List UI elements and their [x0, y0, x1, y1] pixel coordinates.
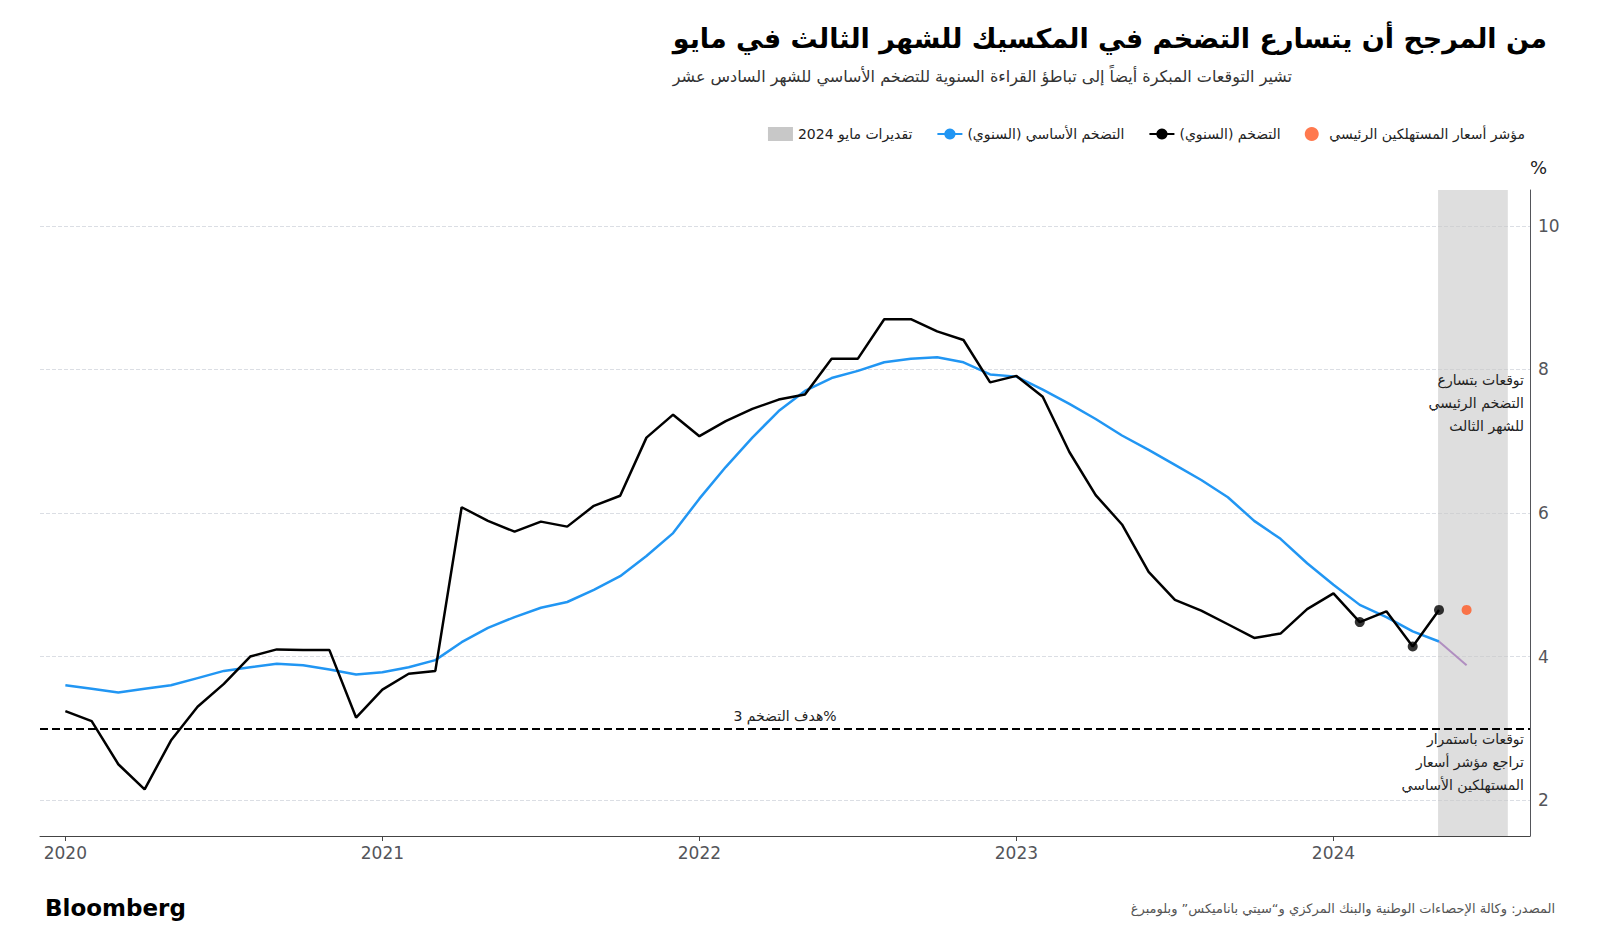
svg-text:تقديرات مايو 2024: تقديرات مايو 2024: [798, 126, 913, 143]
svg-text:2020: 2020: [44, 843, 87, 863]
svg-text:2021: 2021: [361, 843, 404, 863]
svg-text:8: 8: [1538, 359, 1549, 379]
svg-text:4: 4: [1538, 647, 1549, 667]
svg-text:2023: 2023: [995, 843, 1038, 863]
svg-text:المصدر: وكالة الإحصاءات الوطني: المصدر: وكالة الإحصاءات الوطنية والبنك ا…: [1131, 901, 1555, 917]
svg-text:من المرجح أن يتسارع التضخم في: من المرجح أن يتسارع التضخم في المكسيك لل…: [671, 21, 1547, 55]
svg-text:%: %: [1530, 157, 1547, 178]
svg-text:للشهر الثالث: للشهر الثالث: [1449, 418, 1524, 435]
svg-text:تشير التوقعات المبكرة أيضاً إل: تشير التوقعات المبكرة أيضاً إلى تباطؤ ال…: [672, 64, 1292, 87]
svg-text:التضخم الرئيسي: التضخم الرئيسي: [1429, 395, 1524, 412]
svg-text:10: 10: [1538, 216, 1560, 236]
svg-text:مؤشر أسعار المستهلكين الرئيسي: مؤشر أسعار المستهلكين الرئيسي: [1329, 125, 1525, 143]
svg-text:2022: 2022: [678, 843, 721, 863]
svg-text:2: 2: [1538, 790, 1549, 810]
svg-text:المستهلكين الأساسي: المستهلكين الأساسي: [1402, 776, 1524, 794]
svg-text:التضخم الأساسي (السنوي): التضخم الأساسي (السنوي): [967, 125, 1124, 143]
svg-text:تراجع مؤشر أسعار: تراجع مؤشر أسعار: [1415, 753, 1524, 771]
svg-text:هدف التضخم 3%: هدف التضخم 3%: [733, 708, 836, 725]
svg-text:6: 6: [1538, 503, 1549, 523]
svg-text:Bloomberg: Bloomberg: [45, 895, 186, 921]
svg-text:2024: 2024: [1312, 843, 1355, 863]
svg-text:توقعات باستمرار: توقعات باستمرار: [1426, 731, 1524, 748]
svg-text:توقعات بتسارع: توقعات بتسارع: [1438, 372, 1525, 389]
svg-text:التضخم (السنوي): التضخم (السنوي): [1179, 126, 1280, 143]
